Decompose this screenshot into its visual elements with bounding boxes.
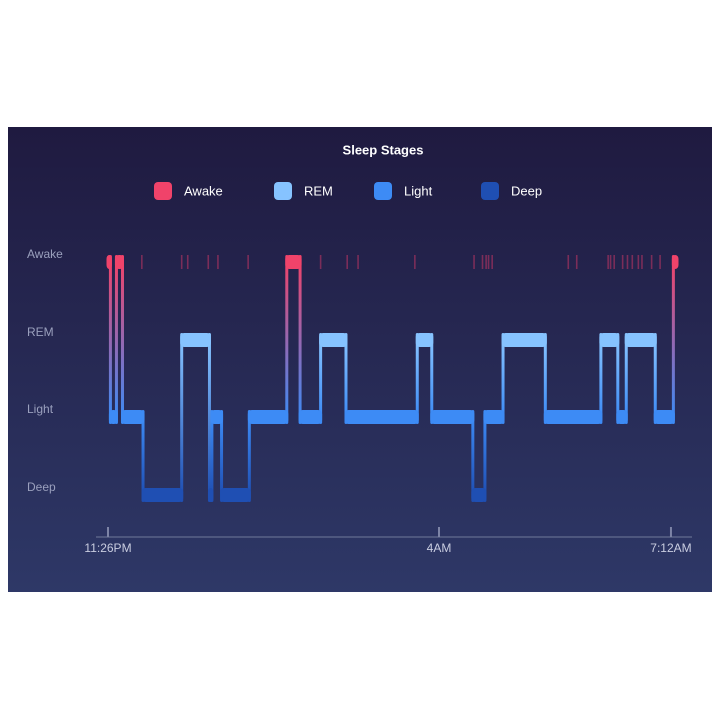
transition [483,410,487,503]
brief-awake [207,255,210,269]
x-tick-label: 11:26PM [84,541,131,555]
legend-label: Deep [511,183,542,198]
transition [210,410,214,503]
brief-awake [180,255,183,269]
transition [180,333,184,503]
stage-segment [471,488,487,502]
panel [8,127,712,592]
brief-awake [473,255,475,269]
stage-segment [624,333,657,347]
brief-awake [217,255,219,269]
brief-awake [414,255,416,269]
stage-segment [247,410,289,424]
transition [430,333,434,425]
stage-segment [543,410,603,424]
stage-segment [415,333,434,347]
stage-segment [298,410,323,424]
stage-segment [501,333,547,347]
stage-segment [120,410,145,424]
brief-awake [485,255,487,269]
brief-awake [607,255,609,269]
stage-segment [210,410,224,424]
brief-awake [247,255,249,269]
chart-title: Sleep Stages [343,142,424,157]
transition [114,255,118,425]
brief-awake [637,255,640,269]
legend-swatch [274,182,292,200]
stage-segment [599,333,620,347]
brief-awake [575,255,578,269]
stage-segment [106,255,112,269]
brief-awake [609,255,612,269]
transition [220,410,224,503]
transition [415,333,419,425]
transition [108,255,112,425]
transition [501,333,505,425]
transition [616,333,620,425]
brief-awake [319,255,322,269]
brief-awake [613,255,615,269]
transition [141,410,145,503]
transition [599,333,603,425]
brief-awake [141,255,143,269]
stage-segment [616,410,628,424]
transition [671,255,675,425]
stage-segment [114,255,124,269]
transition [543,333,547,425]
brief-awake [186,255,189,269]
stage-segment [285,255,302,269]
stage-segment [220,488,251,502]
stage-segment [108,410,118,424]
stage-segment [180,333,211,347]
brief-awake [481,255,484,269]
brief-awake [659,255,661,269]
brief-awake [650,255,653,269]
y-tick-label: Deep [27,480,56,494]
transition [319,333,323,425]
transition [298,255,302,425]
transition [207,333,211,503]
transition [120,255,124,425]
transition [344,333,348,425]
brief-awake [621,255,624,269]
y-tick-label: Awake [27,247,63,261]
transition [624,333,628,425]
stage-segment [344,410,419,424]
stage-segment [430,410,475,424]
stage-segment [319,333,348,347]
x-tick-label: 4AM [427,541,452,555]
stage-segment [141,488,184,502]
brief-awake [346,255,348,269]
transition [653,333,657,425]
brief-awake [567,255,570,269]
y-tick-label: Light [27,402,54,416]
brief-awake [491,255,493,269]
brief-awake [487,255,490,269]
legend-swatch [481,182,499,200]
y-tick-label: REM [27,325,54,339]
stage-segment [671,255,679,269]
transition [247,410,251,503]
stage-segment [207,488,214,502]
x-tick-label: 7:12AM [650,541,691,555]
stage-segment [483,410,505,424]
legend-label: Light [404,183,433,198]
stage-segment [653,410,675,424]
legend-swatch [374,182,392,200]
brief-awake [641,255,643,269]
transition [471,410,475,503]
legend-swatch [154,182,172,200]
brief-awake [626,255,629,269]
transition [285,255,289,425]
brief-awake [357,255,359,269]
legend-label: Awake [184,183,223,198]
legend-label: REM [304,183,333,198]
brief-awake [631,255,634,269]
